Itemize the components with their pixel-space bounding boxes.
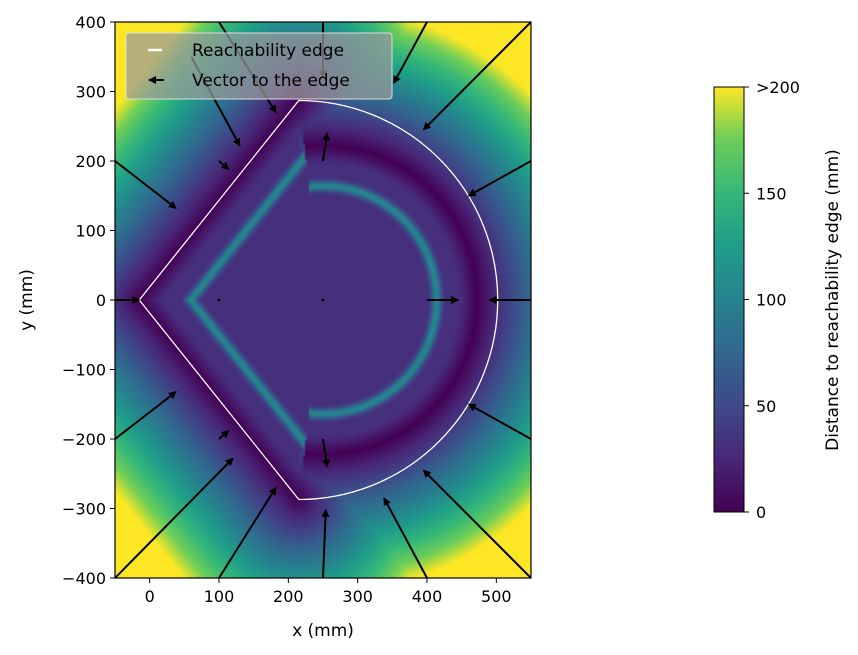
y-tick-label: 400 [75,13,106,32]
y-axis-label: y (mm) [17,269,37,331]
reachability-edge [138,99,499,501]
y-tick-label: 100 [75,222,106,241]
x-tick-label: 500 [481,587,512,606]
colorbar-tick-label: 50 [756,397,776,416]
vector-arrow [218,160,230,171]
x-axis: 0 100 200 300 400 500 [145,578,512,606]
vector-arrow [322,132,331,162]
vector-arrow [218,429,230,440]
legend-edge-label: Reachability edge [192,41,344,61]
vector-arrow [383,497,428,578]
colorbar-label: Distance to reachability edge (mm) [823,149,843,451]
vector-layer [115,22,531,578]
vector-arrow [218,486,277,578]
colorbar-tick-label: 150 [756,184,787,203]
colorbar: 0 50 100 150 >200 Distance to reachability e… [713,78,843,522]
y-tick-label: 200 [75,152,106,171]
legend: Reachability edge Vector to the edge [125,32,393,100]
x-axis-label: x (mm) [292,621,354,641]
reachability-edge-layer [138,99,499,501]
y-tick-label: −200 [62,430,106,449]
x-tick-label: 100 [204,587,235,606]
y-tick-label: 300 [75,83,106,102]
vector-arrow [115,160,177,210]
vector-arrow [392,22,428,85]
vector-arrow [422,469,531,578]
x-tick-label: 200 [273,587,304,606]
x-tick-label: 300 [342,587,373,606]
y-tick-label: −100 [62,361,106,380]
x-tick-label: 400 [412,587,443,606]
legend-vector-label: Vector to the edge [192,71,350,91]
x-tick-label: 0 [145,587,155,606]
vector-arrow [321,298,325,302]
colorbar-tick-label: 100 [756,291,787,310]
colorbar-tick-label: 0 [756,503,766,522]
vector-arrow [321,508,330,578]
y-tick-label: 0 [96,291,106,310]
y-tick-label: −300 [62,500,106,519]
y-axis: 400 300 200 100 0 −100 −200 −300 −400 [62,13,115,588]
colorbar-gradient [713,86,745,513]
vector-arrow [322,438,331,468]
vector-arrow [217,298,221,302]
vector-arrow [467,160,531,197]
legend-box [125,32,393,100]
vector-arrow [115,390,177,440]
colorbar-tick-label: >200 [756,78,800,97]
vector-arrow [467,403,531,440]
vector-arrow [422,22,531,131]
y-tick-label: −400 [62,569,106,588]
vector-arrow [115,457,234,578]
colorbar-ticks: 0 50 100 150 >200 [744,78,800,522]
